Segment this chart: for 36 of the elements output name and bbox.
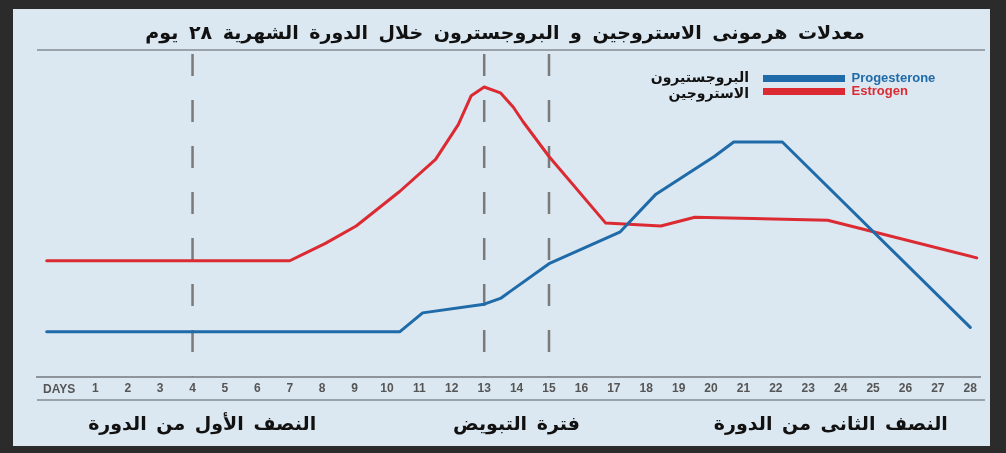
x-tick-label: 2 (124, 381, 132, 396)
x-tick-label: 26 (898, 381, 913, 396)
x-tick-label: 10 (380, 381, 394, 396)
x-tick-label: 24 (833, 381, 848, 396)
x-tick-label: 20 (704, 381, 719, 396)
x-tick-label: 22 (769, 381, 783, 396)
text: النصف الأول من الدورة (88, 411, 317, 434)
x-tick-label: 12 (445, 381, 459, 396)
x-tick-label: 7 (286, 381, 294, 396)
x-tick-label: 23 (801, 381, 816, 396)
text: Progesterone (851, 70, 936, 86)
x-tick-label: 18 (639, 381, 654, 396)
x-tick-label: 4 (189, 381, 197, 396)
x-tick-label: 3 (156, 381, 164, 396)
x-tick-label: 25 (866, 381, 881, 396)
chart-title: معدلات هرمونى الاستروجين و البروجسترون خلال الدورة الشهرية ٢٨ يوم (145, 21, 865, 43)
x-tick-label: 9 (351, 381, 359, 396)
x-tick-label: 15 (542, 381, 556, 396)
text: فترة التبويض (453, 411, 580, 434)
x-tick-label: 14 (509, 381, 524, 396)
x-tick-label: 11 (413, 381, 427, 396)
x-tick-label: 13 (477, 381, 492, 396)
text: النصف الثانى من الدورة (713, 411, 948, 434)
x-tick-label: 8 (318, 381, 326, 396)
annotation: الاستروجين (668, 85, 749, 101)
x-tick-label: 19 (671, 381, 686, 396)
x-tick-label: 28 (963, 381, 978, 396)
x-tick-label: 16 (574, 381, 589, 396)
text: البروجستيرون (650, 69, 749, 85)
x-tick-label: 27 (931, 381, 945, 396)
x-tick-label: 6 (254, 381, 262, 396)
x-tick-label: 5 (221, 381, 229, 396)
x-axis-title: DAYS (43, 381, 76, 396)
x-tick-label: 17 (607, 381, 621, 396)
x-tick-label: 21 (736, 381, 751, 396)
x-tick-label: 1 (91, 381, 99, 396)
